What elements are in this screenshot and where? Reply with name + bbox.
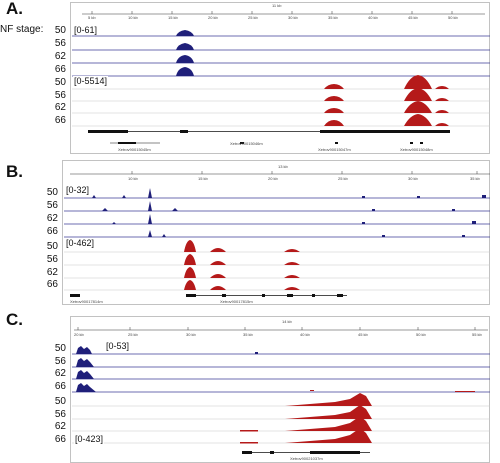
panel-c-tick-label: 25 kb xyxy=(128,332,138,337)
panel-c-label: C. xyxy=(6,310,23,329)
panel-c-stage-56-red: 56 xyxy=(54,409,66,420)
panel-a-tick-label: 50 kb xyxy=(448,15,458,20)
panel-b-stage-62-blue: 62 xyxy=(46,213,58,224)
panel-c-blue-range: [0-53] xyxy=(105,341,131,351)
panel-a-tick-label: 35 kb xyxy=(328,15,338,20)
panel-b-stage-50-blue: 50 xyxy=(46,187,58,198)
panel-c-red-gridlines xyxy=(72,405,490,444)
panel-a-stage-62-blue: 62 xyxy=(54,51,66,62)
panel-a-stage-56-red: 56 xyxy=(54,90,66,101)
panel-c-stage-62-red: 62 xyxy=(54,421,66,432)
panel-b-red-gridlines xyxy=(64,251,490,291)
panel-a-red-peaks xyxy=(324,75,449,126)
panel-a-stage-62-red: 62 xyxy=(54,102,66,113)
panel-a-tick-label: 5 kb xyxy=(88,15,96,20)
panel-a-ruler-ticks xyxy=(91,11,453,14)
panel-c-tick-label: 40 kb xyxy=(300,332,310,337)
panel-c-stage-50-blue: 50 xyxy=(54,343,66,354)
panel-b-tick-label: 30 kb xyxy=(408,176,418,181)
panel-b-ruler-ticks xyxy=(131,171,478,174)
panel-c-stage-66-blue: 66 xyxy=(54,381,66,392)
panel-a-tick-label: 15 kb xyxy=(168,15,178,20)
panel-a-blue-peaks xyxy=(176,30,194,76)
panel-a-gene-label-2: Xetrov90015046m xyxy=(230,141,263,146)
panel-c-scale-text: 14 kb xyxy=(282,319,292,324)
panel-a-scale-text: 11 kb xyxy=(272,3,282,8)
panel-b-tick-label: 25 kb xyxy=(338,176,348,181)
panel-c-gene-label-1: Xetrov90021037m xyxy=(290,456,323,461)
panel-a-frame xyxy=(70,2,490,154)
panel-a-tick-label: 40 kb xyxy=(368,15,378,20)
panel-c-stage-50-red: 50 xyxy=(54,396,66,407)
panel-b-stage-66-red: 66 xyxy=(46,279,58,290)
panel-a-stage-56-blue: 56 xyxy=(54,38,66,49)
panel-a-stage-50-red: 50 xyxy=(54,77,66,88)
panel-b-blue-peaks xyxy=(92,188,486,237)
panel-a-stage-66-red: 66 xyxy=(54,115,66,126)
panel-b-blue-baselines xyxy=(64,197,490,238)
panel-a-gene-label-4: Xetrov90015048m xyxy=(400,147,433,152)
panel-b-stage-66-blue: 66 xyxy=(46,226,58,237)
panel-b-gene-label-2: Xetrov90017815m xyxy=(220,299,253,304)
panel-a-tick-label: 45 kb xyxy=(408,15,418,20)
panel-b-tracks xyxy=(62,160,490,305)
panel-c-stage-62-blue: 62 xyxy=(54,368,66,379)
panel-c-red-peaks xyxy=(240,390,475,444)
panel-c-frame xyxy=(70,316,490,463)
panel-c-tick-label: 55 kb xyxy=(472,332,482,337)
panel-b-blue-range: [0-32] xyxy=(65,185,91,195)
panel-a-stage-50-blue: 50 xyxy=(54,25,66,36)
panel-a-tick-label: 30 kb xyxy=(288,15,298,20)
panel-c-tick-label: 20 kb xyxy=(74,332,84,337)
panel-c-tick-label: 50 kb xyxy=(416,332,426,337)
panel-a-tracks xyxy=(70,2,490,154)
panel-a-gene-label-1: Xetrov90015045m xyxy=(118,147,151,152)
panel-b-tick-label: 10 kb xyxy=(128,176,138,181)
panel-a-blue-baselines xyxy=(72,35,490,77)
panel-c-blue-peaks xyxy=(76,346,258,392)
panel-b-scale-text: 13 kb xyxy=(278,164,288,169)
panel-b-red-range: [0-462] xyxy=(65,238,96,248)
nf-stage-label: NF stage: xyxy=(0,24,44,35)
panel-c-tracks xyxy=(70,316,490,463)
panel-a-tick-label: 10 kb xyxy=(128,15,138,20)
panel-a-blue-range: [0-61] xyxy=(73,25,99,35)
panel-c-stage-66-red: 66 xyxy=(54,434,66,445)
panel-a-label: A. xyxy=(6,0,23,18)
panel-c-ruler-ticks xyxy=(77,327,476,330)
panel-b-stage-50-red: 50 xyxy=(46,241,58,252)
panel-c-gene-models xyxy=(242,451,370,454)
panel-c-red-range: [0-423] xyxy=(74,434,105,444)
panel-b-tick-label: 20 kb xyxy=(268,176,278,181)
panel-c-tick-label: 45 kb xyxy=(358,332,368,337)
panel-a-gene-label-3: Xetrov90015047m xyxy=(318,147,351,152)
panel-b-stage-62-red: 62 xyxy=(46,267,58,278)
panel-b-stage-56-red: 56 xyxy=(46,254,58,265)
panel-c-tick-label: 35 kb xyxy=(243,332,253,337)
panel-b-stage-56-blue: 56 xyxy=(46,200,58,211)
panel-b-red-peaks xyxy=(184,240,300,290)
panel-b-gene-models xyxy=(70,294,347,297)
panel-b-tick-label: 35 kb xyxy=(470,176,480,181)
panel-b-label: B. xyxy=(6,162,23,181)
panel-b-tick-label: 15 kb xyxy=(198,176,208,181)
panel-c-stage-56-blue: 56 xyxy=(54,356,66,367)
panel-a-red-range: [0-5514] xyxy=(73,76,109,86)
panel-c-tick-label: 30 kb xyxy=(186,332,196,337)
panel-a-gene-models xyxy=(88,130,450,144)
panel-b-gene-label-1: Xetrov90017814m xyxy=(70,299,103,304)
panel-a-tick-label: 20 kb xyxy=(208,15,218,20)
panel-b-frame xyxy=(62,160,490,305)
panel-c-blue-baselines xyxy=(72,353,490,393)
panel-a-tick-label: 25 kb xyxy=(248,15,258,20)
panel-a-stage-66-blue: 66 xyxy=(54,64,66,75)
